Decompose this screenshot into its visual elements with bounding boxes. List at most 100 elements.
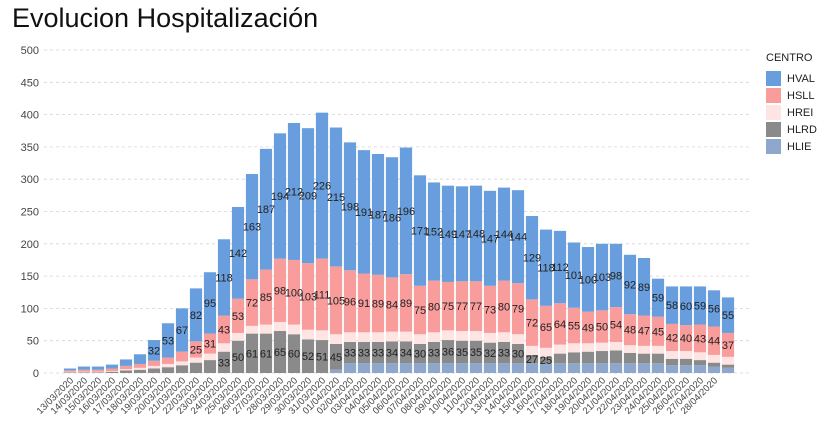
bar-hlie xyxy=(511,363,525,373)
bar-hsll xyxy=(189,341,203,358)
bar-hval xyxy=(609,243,623,308)
bar-hrei xyxy=(581,343,595,352)
data-label-hval: 129 xyxy=(523,253,541,265)
bar-hsll xyxy=(693,324,707,353)
bar-hlrd xyxy=(119,370,133,373)
bar-hlrd xyxy=(189,362,203,373)
data-label-hsll: 91 xyxy=(358,298,370,310)
bar-hval xyxy=(427,182,441,281)
bar-hlie xyxy=(385,363,399,373)
data-label-hsll: 85 xyxy=(260,292,272,304)
legend-item-hlrd: HLRD xyxy=(766,121,817,138)
bar-hsll xyxy=(623,314,637,346)
bar-hsll xyxy=(343,270,357,333)
data-label-hsll: 105 xyxy=(327,295,345,307)
bar-hsll xyxy=(707,326,721,355)
bar-hrei xyxy=(623,345,637,353)
bar-hval xyxy=(357,150,371,274)
data-label-hsll: 73 xyxy=(484,304,496,316)
data-label-hval: 147 xyxy=(453,229,471,241)
bar-hlrd xyxy=(91,372,105,373)
bar-hval xyxy=(679,286,693,326)
bar-hrei xyxy=(273,321,287,332)
data-label-hsll: 49 xyxy=(582,322,594,334)
data-label-hlrd: 52 xyxy=(302,351,314,363)
bar-hval xyxy=(161,323,175,358)
bar-hlrd xyxy=(623,352,637,364)
y-tick-label: 200 xyxy=(21,239,39,251)
bar-hlrd xyxy=(581,351,595,364)
bar-hlie xyxy=(441,363,455,373)
bar-hlrd xyxy=(175,365,189,373)
bar-hlrd xyxy=(707,362,721,367)
data-label-hsll: 75 xyxy=(414,305,426,317)
data-label-hlrd: 34 xyxy=(386,347,398,359)
bar-hlie xyxy=(651,363,665,373)
data-label-hval: 215 xyxy=(327,192,345,204)
bar-hval xyxy=(511,190,525,284)
data-label-hlrd: 30 xyxy=(512,349,524,361)
data-label-hval: 144 xyxy=(495,229,513,241)
data-label-hval: 147 xyxy=(481,233,499,245)
data-label-hval: 98 xyxy=(610,270,622,282)
bar-hrei xyxy=(679,351,693,359)
data-label-hlrd: 61 xyxy=(246,348,258,360)
bar-hrei xyxy=(385,331,399,342)
bar-hrei xyxy=(231,332,245,341)
bar-hlrd xyxy=(567,352,581,364)
bar-hrei xyxy=(525,345,539,355)
bar-hrei xyxy=(665,351,679,359)
bar-hsll xyxy=(399,274,413,332)
bar-hlrd xyxy=(77,372,91,373)
bar-hrei xyxy=(91,371,105,373)
bar-hlrd xyxy=(385,341,399,364)
bar-hlie xyxy=(497,363,511,373)
data-label-hval: 55 xyxy=(722,310,734,322)
data-label-hsll: 45 xyxy=(652,326,664,338)
bar-hlrd xyxy=(343,341,357,364)
data-label-hval: 118 xyxy=(537,263,555,275)
bar-hsll xyxy=(595,310,609,343)
data-label-hval: 187 xyxy=(369,209,387,221)
data-label-hsll: 42 xyxy=(666,332,678,344)
data-label-hlrd: 36 xyxy=(442,347,454,359)
data-label-hval: 67 xyxy=(176,325,188,337)
bar-hrei xyxy=(357,332,371,342)
bar-hlrd xyxy=(329,343,343,370)
bar-hlrd xyxy=(315,340,329,373)
bar-hsll xyxy=(175,351,189,362)
bar-hsll xyxy=(469,281,483,332)
bar-hlrd xyxy=(651,353,665,364)
data-label-hsll: 96 xyxy=(344,296,356,308)
bar-hrei xyxy=(175,361,189,366)
bar-hlrd xyxy=(455,340,469,364)
y-tick-label: 400 xyxy=(21,110,39,122)
legend-label: HSLL xyxy=(787,89,815,102)
bar-hlie xyxy=(623,363,637,373)
data-label-hval: 191 xyxy=(355,207,373,219)
data-label-hval: 187 xyxy=(257,204,275,216)
legend-item-hlie: HLIE xyxy=(766,138,817,155)
bar-hlie xyxy=(693,365,707,373)
data-label-hsll: 44 xyxy=(708,336,720,348)
bar-hsll xyxy=(609,307,623,342)
data-label-hsll: 72 xyxy=(246,298,258,310)
legend-swatch xyxy=(766,139,781,154)
data-label-hval: 32 xyxy=(148,345,160,357)
bar-hrei xyxy=(637,345,651,354)
bar-hrei xyxy=(553,344,567,354)
data-label-hsll: 54 xyxy=(610,320,622,332)
data-label-hsll: 100 xyxy=(285,287,303,299)
data-label-hval: 198 xyxy=(341,201,359,213)
bar-hval xyxy=(105,364,119,369)
data-label-hlrd: 61 xyxy=(260,348,272,360)
legend-label: HVAL xyxy=(787,72,815,85)
y-tick-label: 350 xyxy=(21,142,39,154)
bar-hsll xyxy=(105,368,119,372)
bar-hsll xyxy=(651,316,665,346)
data-label-hval: 149 xyxy=(439,229,457,241)
data-label-hlrd: 33 xyxy=(218,357,230,369)
bar-hval xyxy=(469,185,483,282)
bar-hval xyxy=(77,366,91,370)
chart-title: Evolucion Hospitalización xyxy=(12,3,319,33)
